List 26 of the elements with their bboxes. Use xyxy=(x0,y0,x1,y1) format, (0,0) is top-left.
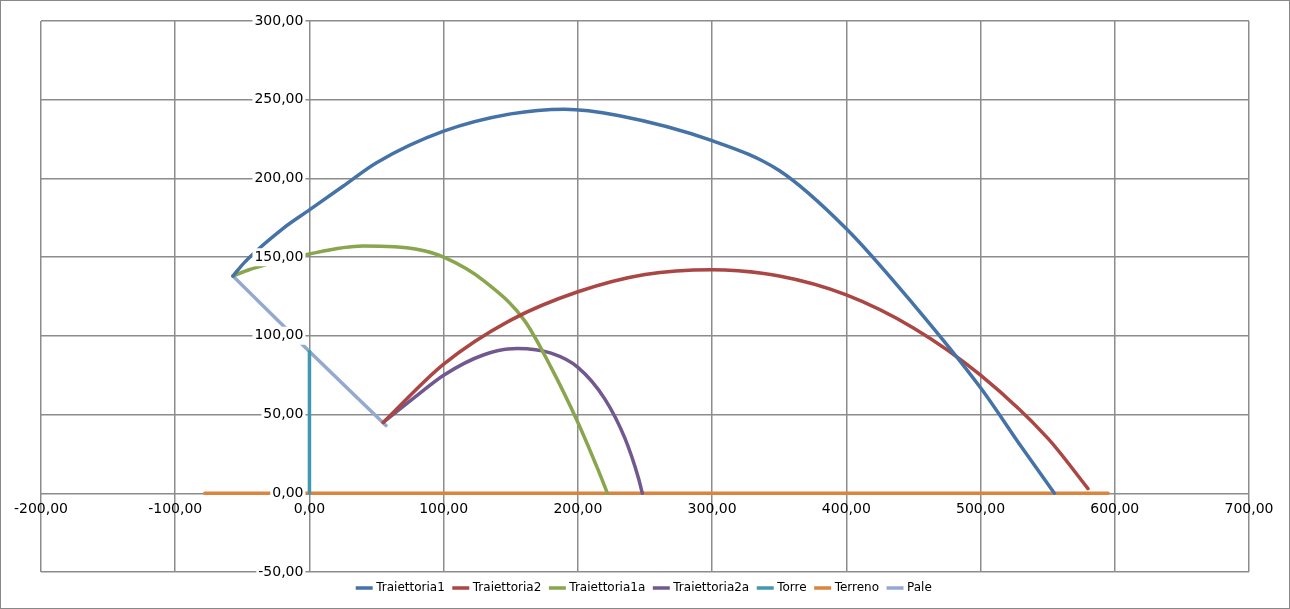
x-tick-label: 0,00 xyxy=(293,500,326,517)
line-series xyxy=(381,267,1090,491)
legend-label: Torre xyxy=(776,580,807,595)
legend-label: Traiettoria2 xyxy=(471,580,542,595)
y-tick-label: 50,00 xyxy=(263,405,304,422)
y-tick-label: 0,00 xyxy=(272,483,304,500)
x-tick-label: 700,00 xyxy=(1224,500,1274,517)
y-tick-label: 100,00 xyxy=(254,326,304,343)
x-tick-label: -100,00 xyxy=(148,500,203,517)
legend-label: Traiettoria2a xyxy=(672,580,750,595)
x-tick-label: 400,00 xyxy=(821,500,871,517)
x-tick-label: 200,00 xyxy=(553,500,603,517)
x-tick-label: 600,00 xyxy=(1090,500,1140,517)
y-tick-label: 300,00 xyxy=(254,11,304,28)
legend-label: Traiettoria1a xyxy=(568,580,646,595)
y-tick-label: 150,00 xyxy=(254,247,304,264)
x-tick-label: 500,00 xyxy=(956,500,1006,517)
y-tick-label: 200,00 xyxy=(254,169,304,186)
x-tick-label: 300,00 xyxy=(687,500,737,517)
x-tick-label: 100,00 xyxy=(419,500,469,517)
x-tick-label: -200,00 xyxy=(13,500,69,517)
legend-label: Terreno xyxy=(833,580,880,595)
legend-label: Pale xyxy=(907,580,932,595)
y-tick-label: 250,00 xyxy=(254,90,304,107)
y-tick-label: -50,00 xyxy=(258,562,304,579)
legend-label: Traiettoria1 xyxy=(375,580,445,595)
